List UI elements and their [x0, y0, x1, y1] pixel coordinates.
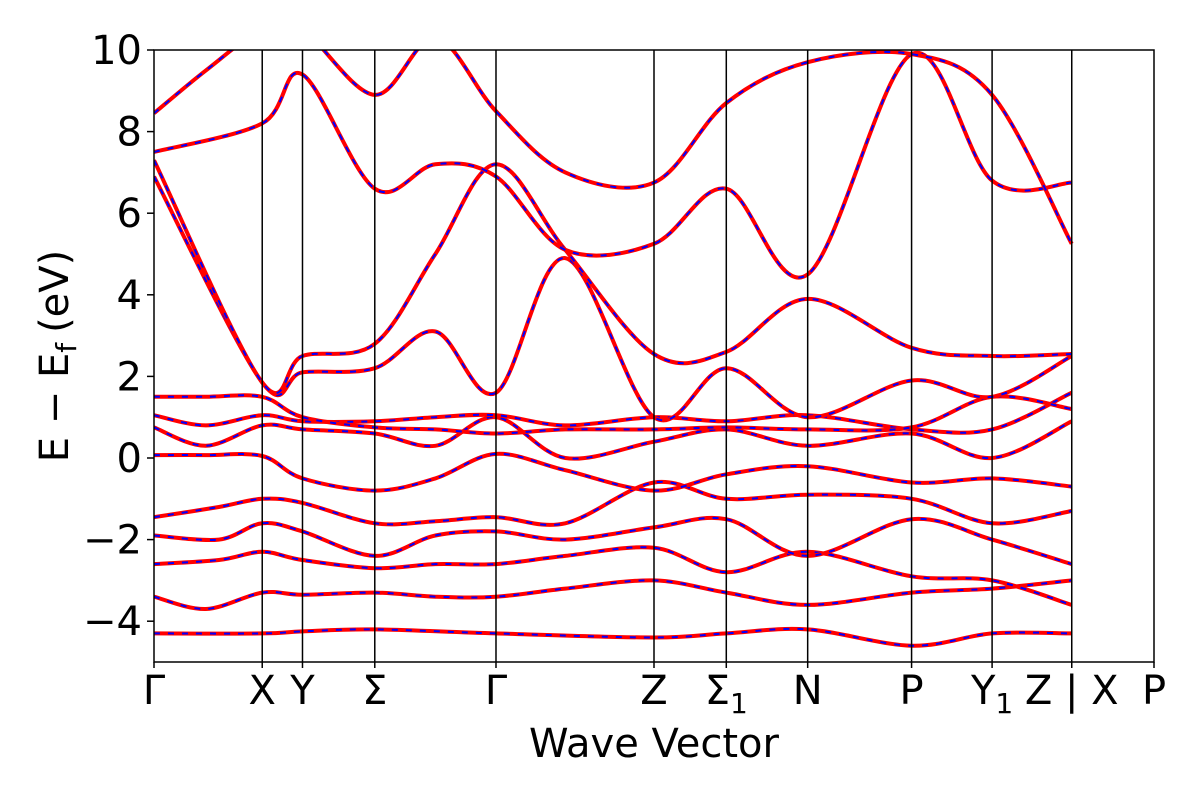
band-line-5	[154, 451, 1072, 493]
y-axis-label-unit: (eV)	[32, 250, 78, 333]
y-ticks: 10 8 6 4 2 0 −2 −4	[83, 28, 154, 645]
y-tick-label-7: −4	[83, 599, 142, 645]
y-tick-label-5: 0	[117, 436, 142, 482]
band-line-11	[154, 50, 1072, 280]
y-tick-label-0: 10	[91, 28, 142, 74]
x-tick-label-9: Y1	[970, 668, 1013, 720]
x-tick-label-0: Γ	[143, 668, 166, 714]
y-axis-label-main: E − E	[32, 353, 78, 463]
band-line-dashed-10	[154, 159, 1072, 394]
y-tick-label-6: −2	[83, 518, 142, 564]
kpoint-lines	[261, 50, 1073, 662]
x-axis-label: Wave Vector	[529, 721, 780, 767]
band-line-12	[154, 50, 1074, 245]
band-line-0	[154, 626, 1072, 648]
y-tick-label-1: 8	[117, 110, 142, 156]
x-tick-label-6: Σ1	[705, 668, 748, 720]
x-tick-label-7: N	[793, 668, 823, 714]
band-line-9	[154, 175, 1073, 423]
band-line-2	[154, 545, 1073, 607]
x-tick-label-1: X	[249, 668, 276, 714]
band-line-dashed-1	[154, 579, 1072, 611]
x-tick-label-5: Z	[640, 668, 667, 714]
band-line-dashed-6	[154, 416, 1073, 460]
bands-layer	[154, 50, 1074, 648]
y-tick-label-4: 2	[117, 354, 142, 400]
x-tick-label-2: Y	[289, 668, 315, 714]
y-axis-label-subscript: f	[50, 342, 83, 353]
x-ticks: Γ X Y Σ Γ Z Σ1 N P Y1 Z | X P	[143, 662, 1166, 720]
y-tick-label-3: 4	[117, 273, 142, 319]
x-tick-label-4: Γ	[485, 668, 508, 714]
x-tick-label-3: Σ	[362, 668, 387, 714]
band-line-dashed-11	[154, 51, 1072, 279]
y-tick-label-2: 6	[117, 191, 142, 237]
x-tick-label-11: P	[1142, 668, 1166, 714]
band-line-10	[154, 159, 1072, 395]
band-line-dashed-12	[154, 50, 1073, 245]
x-tick-label-10: Z | X	[1025, 668, 1119, 714]
band-line-dashed-0	[154, 627, 1072, 647]
x-tick-label-8: P	[900, 668, 924, 714]
y-axis-label: E − Ef (eV)	[32, 250, 83, 463]
